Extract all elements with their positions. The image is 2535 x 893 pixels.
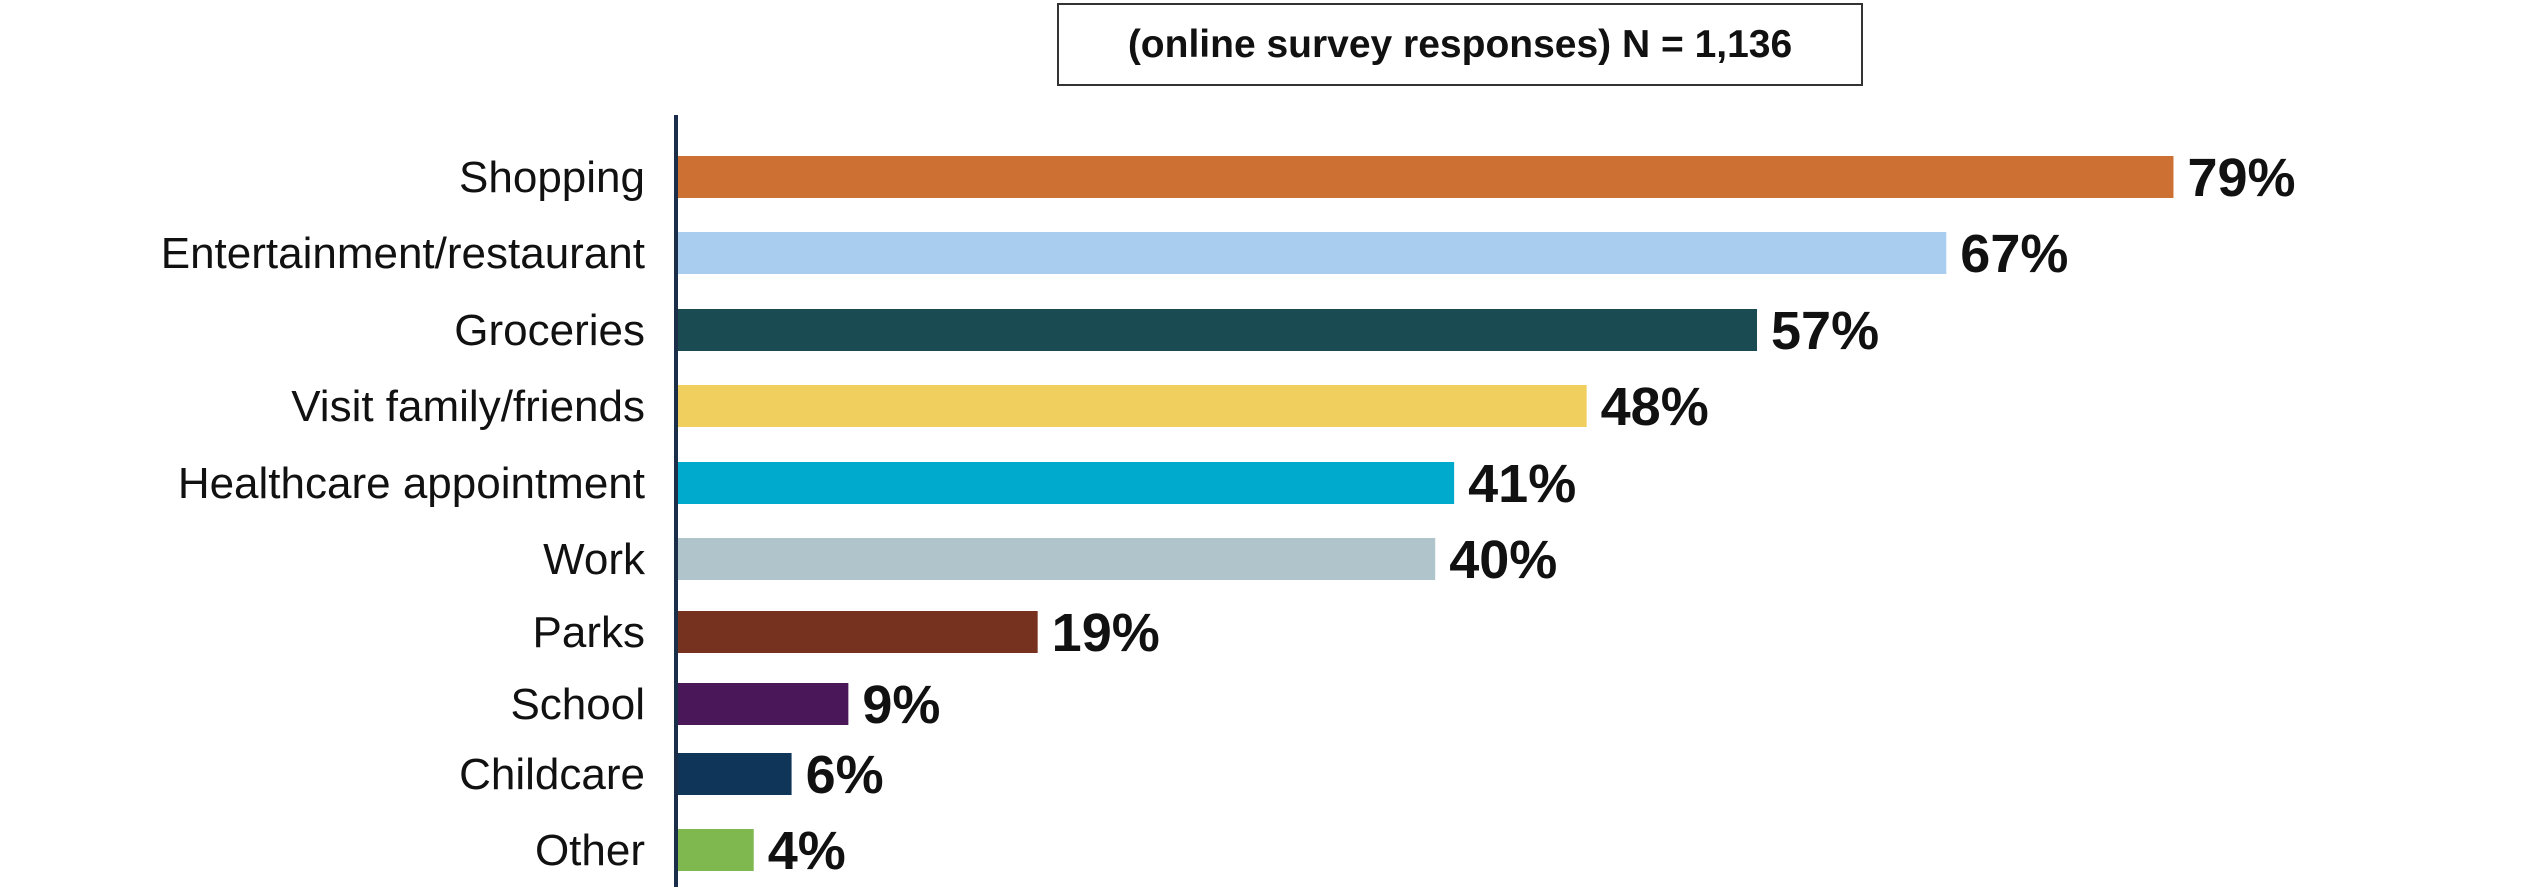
value-label: 4% [768,821,846,881]
value-label: 19% [1052,603,1160,663]
bar-1 [678,232,1947,274]
value-label: 9% [862,675,940,735]
category-label: Other [535,826,645,875]
bar-7 [678,683,849,725]
bar-9 [678,829,754,871]
value-label: 67% [1960,224,2068,284]
bar-5 [678,538,1436,580]
category-label: Groceries [454,306,645,355]
value-label: 41% [1468,454,1576,514]
bar-0 [678,156,2174,198]
bar-8 [678,753,792,795]
category-label: Healthcare appointment [178,459,645,508]
value-label: 6% [806,745,884,805]
value-label: 57% [1771,301,1879,361]
category-label: Entertainment/restaurant [161,229,645,278]
category-label: Parks [533,608,645,657]
chart-title: (online survey responses) N = 1,136 [1057,3,1863,86]
value-label: 40% [1449,530,1557,590]
bar-2 [678,309,1758,351]
bar-4 [678,462,1455,504]
bar-3 [678,385,1587,427]
value-label: 79% [2187,148,2295,208]
category-label: School [510,680,645,729]
category-label: Childcare [459,750,645,799]
value-label: 48% [1601,377,1709,437]
category-label: Visit family/friends [291,382,645,431]
category-label: Work [543,535,646,584]
bars-group: Shopping 79% Entertainment/restaurant 67% Gr… [161,148,2296,881]
category-label: Shopping [459,153,645,202]
bar-6 [678,611,1038,653]
